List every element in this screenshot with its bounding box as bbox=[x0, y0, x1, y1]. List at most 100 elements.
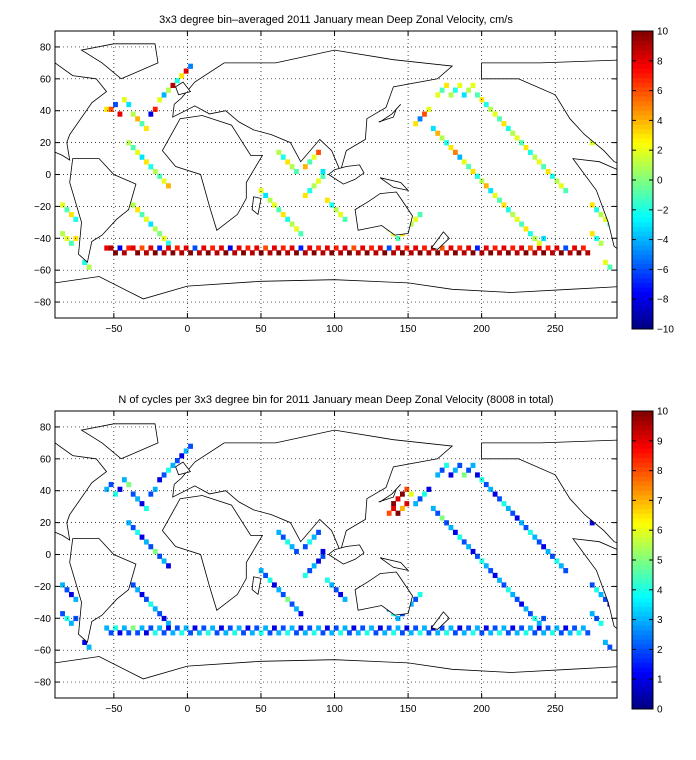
colorbar-tick-label: 10 bbox=[657, 27, 669, 38]
data-bin bbox=[245, 625, 251, 631]
colorbar-tick-label: 8 bbox=[657, 466, 663, 477]
data-bin bbox=[466, 164, 472, 170]
data-bin bbox=[130, 582, 136, 588]
coastline bbox=[379, 177, 410, 192]
data-bin bbox=[166, 183, 171, 189]
colorbar-swatch bbox=[632, 504, 653, 510]
colorbar-swatch bbox=[632, 573, 653, 580]
data-bin bbox=[139, 501, 145, 507]
data-bin bbox=[519, 221, 524, 227]
y-tick-label: 60 bbox=[40, 454, 52, 465]
colorbar-swatch bbox=[632, 490, 653, 496]
data-bin bbox=[236, 245, 242, 251]
data-bin bbox=[157, 173, 163, 179]
data-bin bbox=[483, 625, 489, 631]
data-bin bbox=[320, 553, 326, 559]
colorbar-swatch bbox=[632, 662, 653, 668]
data-bin bbox=[527, 529, 533, 535]
data-bin bbox=[404, 625, 410, 631]
data-bin bbox=[135, 207, 140, 213]
colorbar-tick-label: 4 bbox=[657, 585, 663, 596]
data-bin bbox=[64, 615, 70, 622]
colorbar-swatch bbox=[632, 657, 653, 663]
data-bin bbox=[399, 491, 405, 497]
data-bin bbox=[333, 245, 339, 251]
data-bin bbox=[422, 111, 427, 117]
colorbar-swatch bbox=[632, 277, 653, 283]
data-bin bbox=[258, 630, 264, 636]
data-bin bbox=[232, 630, 238, 636]
data-bin bbox=[139, 245, 145, 251]
data-bin bbox=[135, 116, 140, 122]
data-bin bbox=[492, 625, 498, 631]
data-bin bbox=[249, 630, 255, 636]
data-bin bbox=[157, 625, 163, 631]
data-bin bbox=[188, 443, 193, 449]
data-bin bbox=[417, 116, 423, 122]
data-bin bbox=[408, 630, 414, 636]
data-bin bbox=[307, 539, 313, 545]
data-bin bbox=[117, 630, 123, 636]
data-bin bbox=[179, 630, 185, 636]
data-bin bbox=[130, 111, 136, 117]
x-tick-label: 100 bbox=[326, 704, 343, 715]
data-bin bbox=[152, 250, 158, 256]
data-bin bbox=[444, 140, 449, 146]
data-bin bbox=[60, 611, 65, 617]
colorbar-tick-label: −8 bbox=[657, 295, 669, 306]
data-bin bbox=[280, 211, 286, 218]
data-bin bbox=[135, 496, 140, 502]
data-bin bbox=[280, 591, 286, 598]
data-bin bbox=[236, 625, 242, 631]
coastline bbox=[327, 164, 365, 185]
colorbar-swatch bbox=[632, 434, 653, 440]
data-bin bbox=[311, 250, 317, 256]
coastline bbox=[175, 81, 192, 96]
data-bin bbox=[152, 630, 158, 636]
data-bin bbox=[263, 192, 268, 199]
data-bin bbox=[342, 625, 348, 631]
data-bin bbox=[554, 245, 560, 251]
data-bin bbox=[227, 625, 233, 631]
x-tick-label: 100 bbox=[326, 324, 343, 335]
colorbar-swatch bbox=[632, 676, 653, 682]
data-bin bbox=[130, 202, 136, 208]
data-bin bbox=[492, 245, 498, 251]
data-bin bbox=[479, 250, 485, 256]
data-bin bbox=[126, 140, 132, 146]
data-bin bbox=[589, 140, 595, 146]
data-bin bbox=[536, 620, 542, 626]
data-bin bbox=[373, 630, 379, 636]
data-bin bbox=[161, 615, 167, 622]
coastline bbox=[172, 429, 454, 553]
data-bin bbox=[514, 515, 520, 521]
data-bin bbox=[144, 505, 149, 512]
data-bin bbox=[452, 149, 458, 155]
data-bin bbox=[223, 630, 229, 636]
data-bin bbox=[461, 539, 467, 545]
colorbar-swatch bbox=[632, 63, 653, 69]
data-bin bbox=[64, 587, 70, 593]
data-bin bbox=[139, 534, 145, 540]
data-bin bbox=[108, 106, 114, 112]
data-bin bbox=[554, 558, 560, 564]
data-bin bbox=[174, 245, 180, 251]
data-bin bbox=[452, 630, 458, 636]
data-bin bbox=[479, 630, 485, 636]
data-bin bbox=[347, 630, 352, 636]
colorbar-swatch bbox=[632, 499, 653, 505]
data-bin bbox=[369, 245, 374, 251]
x-tick-label: 250 bbox=[547, 324, 564, 335]
data-bin bbox=[532, 630, 538, 636]
data-bin bbox=[532, 250, 538, 256]
data-bin bbox=[130, 491, 136, 497]
colorbar-swatch bbox=[632, 54, 653, 60]
data-bin bbox=[320, 173, 326, 179]
colorbar-swatch bbox=[632, 315, 653, 321]
colorbar-swatch bbox=[632, 44, 653, 51]
data-bin bbox=[289, 221, 295, 227]
data-bin bbox=[307, 188, 313, 194]
data-bin bbox=[183, 68, 189, 74]
data-bin bbox=[108, 481, 114, 488]
data-bin bbox=[550, 553, 555, 559]
